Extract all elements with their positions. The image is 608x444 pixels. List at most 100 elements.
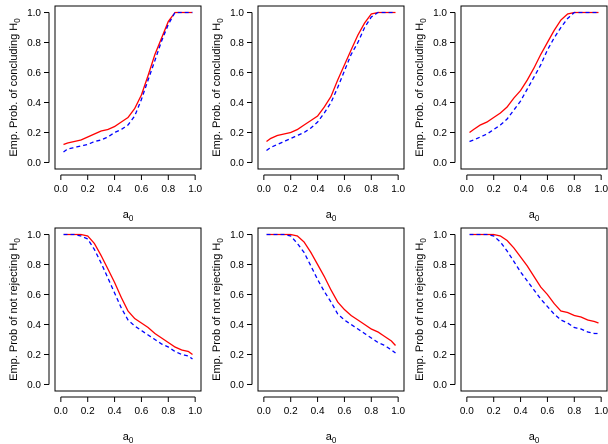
panel-5: 0.0 0.2 0.4 0.6 0.8 1.0 0.0 0.2 0.4 0.6 0.8 1.0 a0 Em… xyxy=(211,227,406,444)
x-tick-label: 0.0 xyxy=(257,406,271,417)
x-tick-label: 0.2 xyxy=(284,406,298,417)
panel-6: 0.0 0.2 0.4 0.6 0.8 1.0 0.0 0.2 0.4 0.6 0.8 1.0 a0 Em… xyxy=(414,227,608,444)
x-tick-label: 1.0 xyxy=(391,406,405,417)
series-1-line xyxy=(266,11,396,143)
x-tick-label: 1.0 xyxy=(594,184,608,195)
y-tick-label: 0.8 xyxy=(27,38,41,49)
x-tick-label: 0.4 xyxy=(311,184,325,195)
y-tick-label: 0.6 xyxy=(433,68,447,79)
y-tick-label: 0.8 xyxy=(27,260,41,271)
y-tick-label: 0.2 xyxy=(433,128,447,139)
y-tick-label: 0.4 xyxy=(27,320,41,331)
x-tick-label: 0.8 xyxy=(364,184,378,195)
y-tick-label: 0.4 xyxy=(433,320,447,331)
x-tick-label: 0.4 xyxy=(514,184,528,195)
x-tick-label: 0.2 xyxy=(81,184,95,195)
x-tick-label: 1.0 xyxy=(188,184,202,195)
x-tick-label: 0.2 xyxy=(284,184,298,195)
y-tick-label: 0.6 xyxy=(27,68,41,79)
series-2-line xyxy=(469,11,599,143)
y-tick-label: 1.0 xyxy=(27,230,41,241)
y-tick-label: 0.0 xyxy=(433,380,447,391)
y-tick-label: 0.4 xyxy=(27,98,41,109)
y-tick-label: 0.2 xyxy=(27,350,41,361)
y-tick-label: 0.8 xyxy=(230,260,244,271)
series-1-line xyxy=(63,233,193,356)
x-tick-label: 0.6 xyxy=(540,184,554,195)
panel-1: 0.0 0.2 0.4 0.6 0.8 1.0 0.0 0.2 0.4 0.6 0.8 1.0 a0 Em… xyxy=(8,5,203,223)
x-tick-label: 0.4 xyxy=(514,406,528,417)
series-1-line xyxy=(469,233,599,324)
x-axis-title: a0 xyxy=(123,431,134,444)
y-tick-label: 0.8 xyxy=(433,38,447,49)
plot-frame xyxy=(460,227,608,392)
series-2-line xyxy=(469,233,599,335)
y-tick-label: 0.4 xyxy=(433,98,447,109)
y-tick-label: 1.0 xyxy=(230,230,244,241)
x-tick-label: 0.8 xyxy=(567,406,581,417)
y-tick-label: 0.8 xyxy=(230,38,244,49)
y-tick-label: 0.6 xyxy=(27,290,41,301)
x-tick-label: 0.8 xyxy=(364,406,378,417)
panel-4: 0.0 0.2 0.4 0.6 0.8 1.0 0.0 0.2 0.4 0.6 0.8 1.0 a0 Em… xyxy=(8,227,203,444)
x-tick-label: 1.0 xyxy=(188,406,202,417)
x-tick-label: 1.0 xyxy=(391,184,405,195)
x-axis-title: a0 xyxy=(123,209,134,223)
y-tick-label: 0.6 xyxy=(230,290,244,301)
y-tick-label: 0.2 xyxy=(230,350,244,361)
y-tick-label: 1.0 xyxy=(230,8,244,19)
x-axis-title: a0 xyxy=(326,209,337,223)
y-tick-label: 0.6 xyxy=(433,290,447,301)
plot-frame xyxy=(460,5,608,170)
x-tick-label: 0.6 xyxy=(134,184,148,195)
y-tick-label: 0.0 xyxy=(27,158,41,169)
y-axis-title: Emp. Prob. of concluding H0 xyxy=(211,18,225,157)
x-tick-label: 0.0 xyxy=(460,406,474,417)
x-tick-label: 0.0 xyxy=(54,406,68,417)
series-2-line xyxy=(63,233,193,360)
y-tick-label: 0.0 xyxy=(230,158,244,169)
y-axis-title: Emp. Prob of not rejecting H0 xyxy=(211,238,225,381)
y-axis-title: Emp. Prob. of concluding H0 xyxy=(8,18,22,157)
x-tick-label: 0.2 xyxy=(487,406,501,417)
y-tick-label: 0.0 xyxy=(433,158,447,169)
x-tick-label: 0.0 xyxy=(460,184,474,195)
x-tick-label: 0.4 xyxy=(311,406,325,417)
x-tick-label: 0.0 xyxy=(54,184,68,195)
plot-frame xyxy=(54,227,202,392)
series-1-line xyxy=(266,233,396,346)
series-2-line xyxy=(63,11,193,153)
y-axis-title: Emp. Prob. of concluding H0 xyxy=(414,18,428,157)
x-tick-label: 0.4 xyxy=(108,184,122,195)
y-tick-label: 0.4 xyxy=(230,98,244,109)
y-tick-label: 0.2 xyxy=(27,128,41,139)
x-tick-label: 0.8 xyxy=(161,406,175,417)
x-axis-title: a0 xyxy=(529,431,540,444)
y-tick-label: 0.8 xyxy=(433,260,447,271)
x-tick-label: 0.6 xyxy=(134,406,148,417)
x-tick-label: 0.2 xyxy=(81,406,95,417)
y-tick-label: 1.0 xyxy=(433,8,447,19)
panel-3: 0.0 0.2 0.4 0.6 0.8 1.0 0.0 0.2 0.4 0.6 0.8 1.0 a0 Em… xyxy=(414,5,608,223)
y-tick-label: 1.0 xyxy=(433,230,447,241)
plot-frame xyxy=(257,5,405,170)
x-tick-label: 0.4 xyxy=(108,406,122,417)
x-tick-label: 0.6 xyxy=(337,184,351,195)
x-axis-title: a0 xyxy=(529,209,540,223)
plot-frame xyxy=(257,227,405,392)
y-tick-label: 1.0 xyxy=(27,8,41,19)
y-axis-title: Emp. Prob of not rejecting H0 xyxy=(414,238,428,381)
x-tick-label: 0.6 xyxy=(540,406,554,417)
x-tick-label: 1.0 xyxy=(594,406,608,417)
series-2-line xyxy=(266,11,396,152)
y-tick-label: 0.0 xyxy=(27,380,41,391)
y-tick-label: 0.4 xyxy=(230,320,244,331)
y-tick-label: 0.2 xyxy=(230,128,244,139)
x-tick-label: 0.2 xyxy=(487,184,501,195)
x-tick-label: 0.0 xyxy=(257,184,271,195)
x-tick-label: 0.8 xyxy=(161,184,175,195)
plot-frame xyxy=(54,5,202,170)
series-2-line xyxy=(266,233,396,354)
series-1-line xyxy=(469,11,599,134)
